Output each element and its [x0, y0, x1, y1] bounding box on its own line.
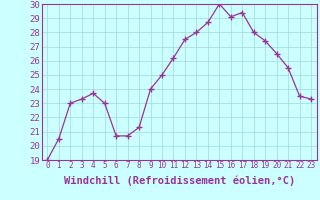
- X-axis label: Windchill (Refroidissement éolien,°C): Windchill (Refroidissement éolien,°C): [64, 176, 295, 186]
